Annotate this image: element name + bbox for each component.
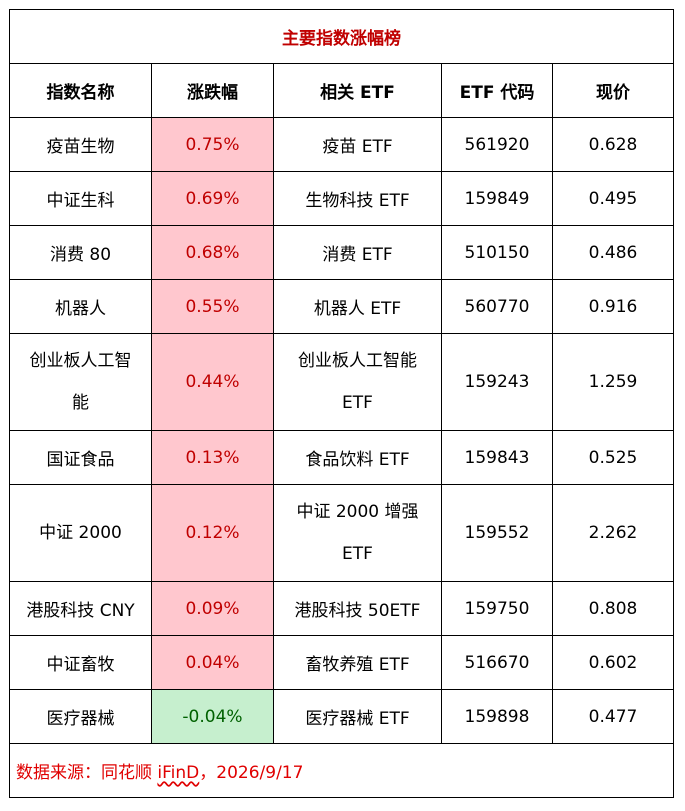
- change-cell: 0.68%: [151, 225, 274, 280]
- change-cell: 0.75%: [151, 117, 274, 172]
- etf-code-cell: 561920: [441, 117, 553, 172]
- index-name-cell: 中证畜牧: [9, 635, 152, 690]
- etf-name-cell: 疫苗 ETF: [273, 117, 442, 172]
- source-row: 数据来源：同花顺 iFinD，2026/9/17: [9, 743, 674, 798]
- index-name-cell: 医疗器械: [9, 689, 152, 744]
- table-row: 消费 80 0.68% 消费 ETF 510150 0.486: [9, 225, 674, 280]
- header-change: 涨跌幅: [151, 63, 274, 118]
- header-index-name: 指数名称: [9, 63, 152, 118]
- price-cell: 1.259: [552, 333, 674, 431]
- etf-code-cell: 560770: [441, 279, 553, 334]
- table-row: 疫苗生物 0.75% 疫苗 ETF 561920 0.628: [9, 117, 674, 172]
- price-cell: 0.495: [552, 171, 674, 226]
- change-cell: 0.12%: [151, 484, 274, 582]
- index-gain-table: 主要指数涨幅榜 指数名称 涨跌幅 相关 ETF ETF 代码 现价 疫苗生物 0.…: [9, 9, 674, 798]
- header-etf-code: ETF 代码: [441, 63, 553, 118]
- index-name-cell: 创业板人工智能: [9, 333, 152, 431]
- etf-name-cell: 中证 2000 增强ETF: [273, 484, 442, 582]
- change-cell: 0.69%: [151, 171, 274, 226]
- etf-code-cell: 159243: [441, 333, 553, 431]
- table-title: 主要指数涨幅榜: [9, 9, 674, 64]
- etf-name-cell: 食品饮料 ETF: [273, 430, 442, 485]
- table-body: 疫苗生物 0.75% 疫苗 ETF 561920 0.628 中证生科 0.69% 生物科技 …: [9, 117, 674, 744]
- change-cell: 0.13%: [151, 430, 274, 485]
- table-row: 港股科技 CNY 0.09% 港股科技 50ETF 159750 0.808: [9, 581, 674, 636]
- table-row: 中证畜牧 0.04% 畜牧养殖 ETF 516670 0.602: [9, 635, 674, 690]
- change-cell: 0.44%: [151, 333, 274, 431]
- etf-name-cell: 消费 ETF: [273, 225, 442, 280]
- etf-code-cell: 159843: [441, 430, 553, 485]
- price-cell: 2.262: [552, 484, 674, 582]
- etf-code-cell: 159898: [441, 689, 553, 744]
- source-prefix: 数据来源：同花顺: [16, 763, 158, 783]
- etf-code-cell: 159552: [441, 484, 553, 582]
- index-name-cell: 中证 2000: [9, 484, 152, 582]
- price-cell: 0.808: [552, 581, 674, 636]
- index-name-cell: 中证生科: [9, 171, 152, 226]
- change-cell: 0.04%: [151, 635, 274, 690]
- index-gain-table-container: 主要指数涨幅榜 指数名称 涨跌幅 相关 ETF ETF 代码 现价 疫苗生物 0.…: [9, 9, 674, 798]
- table-row: 创业板人工智能 0.44% 创业板人工智能ETF 159243 1.259: [9, 333, 674, 431]
- price-cell: 0.525: [552, 430, 674, 485]
- table-row: 机器人 0.55% 机器人 ETF 560770 0.916: [9, 279, 674, 334]
- price-cell: 0.486: [552, 225, 674, 280]
- etf-name-cell: 生物科技 ETF: [273, 171, 442, 226]
- data-source-note: 数据来源：同花顺 iFinD，2026/9/17: [9, 743, 674, 798]
- header-price: 现价: [552, 63, 674, 118]
- header-row: 指数名称 涨跌幅 相关 ETF ETF 代码 现价: [9, 63, 674, 118]
- table-row: 医疗器械 -0.04% 医疗器械 ETF 159898 0.477: [9, 689, 674, 744]
- change-cell: -0.04%: [151, 689, 274, 744]
- header-etf: 相关 ETF: [273, 63, 442, 118]
- index-name-cell: 港股科技 CNY: [9, 581, 152, 636]
- price-cell: 0.628: [552, 117, 674, 172]
- index-name-cell: 国证食品: [9, 430, 152, 485]
- etf-name-cell: 机器人 ETF: [273, 279, 442, 334]
- price-cell: 0.916: [552, 279, 674, 334]
- etf-name-cell: 港股科技 50ETF: [273, 581, 442, 636]
- etf-code-cell: 159750: [441, 581, 553, 636]
- title-row: 主要指数涨幅榜: [9, 9, 674, 64]
- table-row: 国证食品 0.13% 食品饮料 ETF 159843 0.525: [9, 430, 674, 485]
- change-cell: 0.09%: [151, 581, 274, 636]
- index-name-cell: 消费 80: [9, 225, 152, 280]
- source-brand: iFinD: [157, 763, 200, 783]
- etf-code-cell: 516670: [441, 635, 553, 690]
- price-cell: 0.602: [552, 635, 674, 690]
- etf-code-cell: 510150: [441, 225, 553, 280]
- table-row: 中证生科 0.69% 生物科技 ETF 159849 0.495: [9, 171, 674, 226]
- etf-name-cell: 畜牧养殖 ETF: [273, 635, 442, 690]
- price-cell: 0.477: [552, 689, 674, 744]
- source-suffix: ，2026/9/17: [199, 763, 304, 783]
- index-name-cell: 机器人: [9, 279, 152, 334]
- change-cell: 0.55%: [151, 279, 274, 334]
- etf-code-cell: 159849: [441, 171, 553, 226]
- etf-name-cell: 创业板人工智能ETF: [273, 333, 442, 431]
- index-name-cell: 疫苗生物: [9, 117, 152, 172]
- etf-name-cell: 医疗器械 ETF: [273, 689, 442, 744]
- table-row: 中证 2000 0.12% 中证 2000 增强ETF 159552 2.262: [9, 484, 674, 582]
